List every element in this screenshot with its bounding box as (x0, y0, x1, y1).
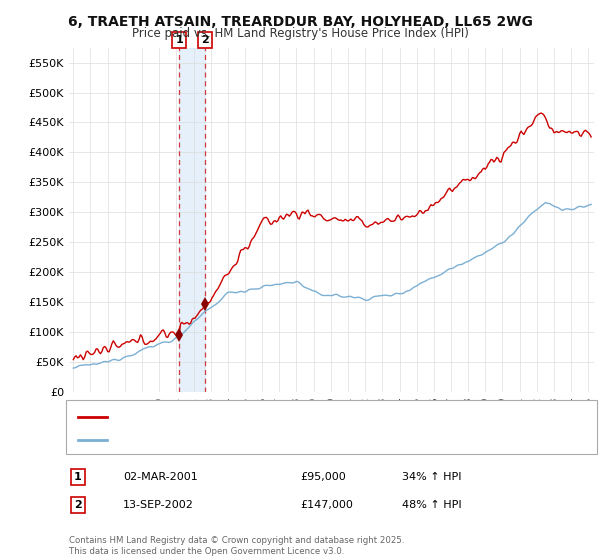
Text: Price paid vs. HM Land Registry's House Price Index (HPI): Price paid vs. HM Land Registry's House … (131, 27, 469, 40)
Text: 13-SEP-2002: 13-SEP-2002 (123, 500, 194, 510)
Text: 02-MAR-2001: 02-MAR-2001 (123, 472, 198, 482)
Text: 48% ↑ HPI: 48% ↑ HPI (402, 500, 461, 510)
Text: £95,000: £95,000 (300, 472, 346, 482)
Text: HPI: Average price, detached house, Isle of Anglesey: HPI: Average price, detached house, Isle… (112, 435, 375, 445)
Text: 6, TRAETH ATSAIN, TREARDDUR BAY, HOLYHEAD, LL65 2WG: 6, TRAETH ATSAIN, TREARDDUR BAY, HOLYHEA… (68, 15, 532, 29)
Text: £147,000: £147,000 (300, 500, 353, 510)
Text: 2: 2 (201, 35, 209, 45)
Text: 6, TRAETH ATSAIN, TREARDDUR BAY, HOLYHEAD, LL65 2WG (detached house): 6, TRAETH ATSAIN, TREARDDUR BAY, HOLYHEA… (112, 413, 502, 422)
Text: 34% ↑ HPI: 34% ↑ HPI (402, 472, 461, 482)
Text: 2: 2 (74, 500, 82, 510)
Text: Contains HM Land Registry data © Crown copyright and database right 2025.
This d: Contains HM Land Registry data © Crown c… (69, 536, 404, 556)
Bar (179, 48, 205, 392)
Text: 1: 1 (74, 472, 82, 482)
Text: 1: 1 (175, 35, 183, 45)
